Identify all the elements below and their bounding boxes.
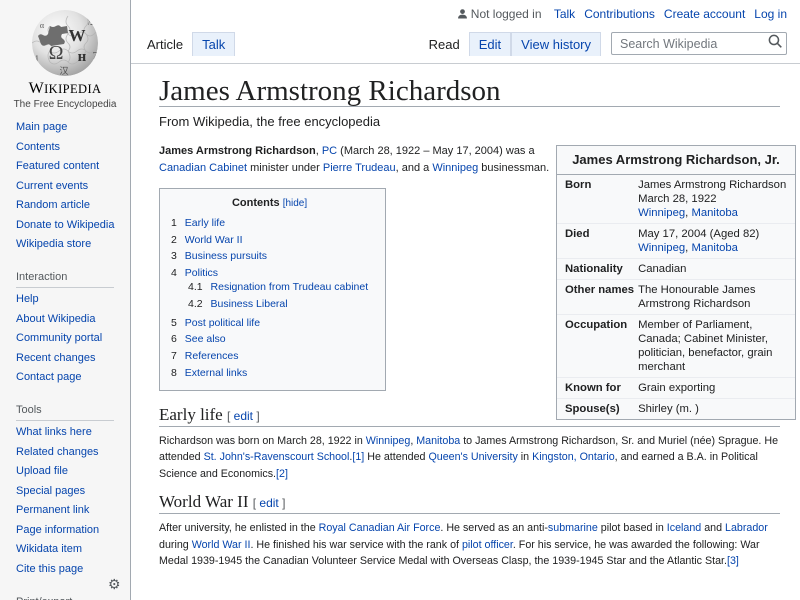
svg-text:أ: أ — [36, 54, 39, 66]
svg-text:н: н — [78, 49, 87, 65]
svg-text:汉: 汉 — [59, 66, 68, 76]
svg-text:7: 7 — [93, 51, 98, 62]
svg-text:W: W — [69, 26, 86, 45]
svg-text:מ: מ — [88, 17, 94, 28]
svg-text:Ω: Ω — [49, 42, 64, 64]
